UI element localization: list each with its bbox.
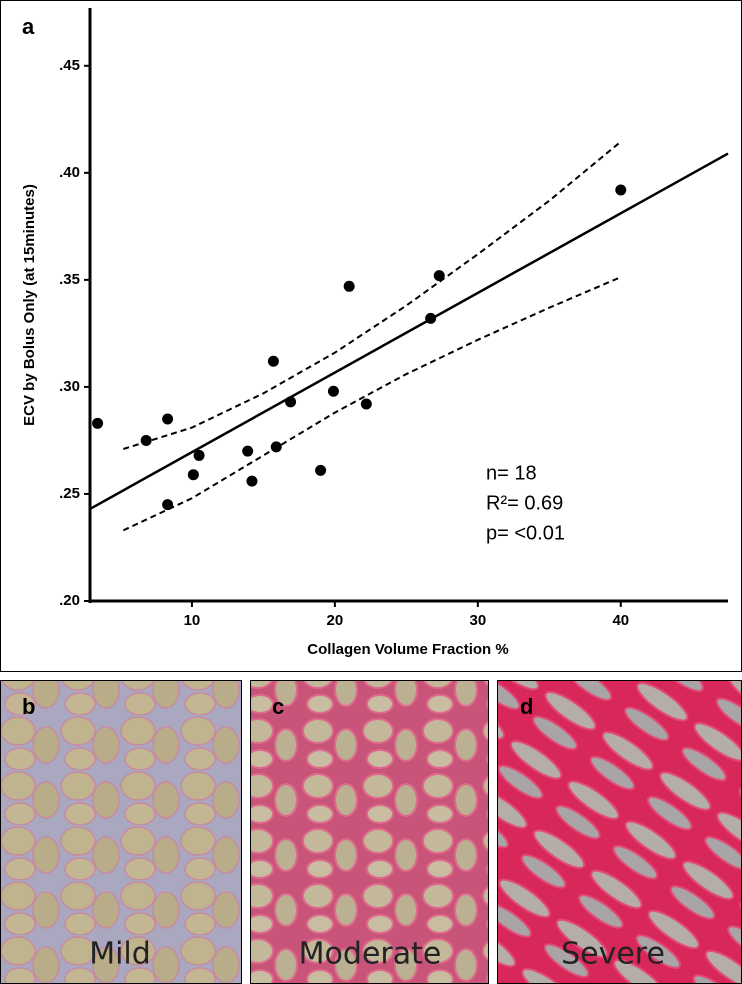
y-tick-label: .35 <box>59 271 80 288</box>
x-tick-label: 40 <box>612 612 629 629</box>
confidence-band <box>123 142 620 450</box>
y-tick-label: .40 <box>59 164 80 181</box>
y-tick-label: .45 <box>59 57 80 74</box>
panel-caption: Severe <box>561 937 665 972</box>
regression-line <box>89 152 729 511</box>
panel-letter: b <box>22 694 35 719</box>
data-point <box>327 385 339 397</box>
confidence-band <box>122 276 620 532</box>
micrograph <box>250 680 489 984</box>
annotation: R²= 0.69 <box>486 492 563 514</box>
data-point <box>92 417 104 429</box>
micrograph <box>497 680 742 984</box>
data-point <box>140 434 152 446</box>
data-point <box>343 280 355 292</box>
panel-letter: d <box>520 694 533 719</box>
panel-caption: Mild <box>89 937 151 972</box>
micrographs <box>0 680 742 984</box>
data-point <box>242 445 254 457</box>
y-tick-label: .25 <box>59 485 80 502</box>
data-point <box>315 464 327 476</box>
panel-label: a <box>22 14 35 39</box>
y-tick-label: .30 <box>59 378 80 395</box>
data-point <box>193 449 205 461</box>
panel-letter: c <box>272 694 284 719</box>
data-point <box>267 355 279 367</box>
micrograph <box>0 680 242 984</box>
annotation: n= 18 <box>486 462 537 484</box>
data-point <box>187 469 199 481</box>
panel-frame <box>0 0 742 672</box>
annotation: p= <0.01 <box>486 522 565 544</box>
x-tick-label: 20 <box>327 612 344 629</box>
data-point <box>246 475 258 487</box>
data-point <box>162 413 174 425</box>
x-tick-label: 30 <box>469 612 486 629</box>
x-axis-label: Collagen Volume Fraction % <box>307 641 508 658</box>
panel-caption: Moderate <box>299 937 442 972</box>
x-tick-label: 10 <box>184 612 201 629</box>
data-point <box>433 270 445 282</box>
data-point <box>360 398 372 410</box>
y-axis-label: ECV by Bolus Only (at 15minutes) <box>21 184 38 426</box>
data-point <box>615 184 627 196</box>
y-tick-label: .20 <box>59 592 80 609</box>
